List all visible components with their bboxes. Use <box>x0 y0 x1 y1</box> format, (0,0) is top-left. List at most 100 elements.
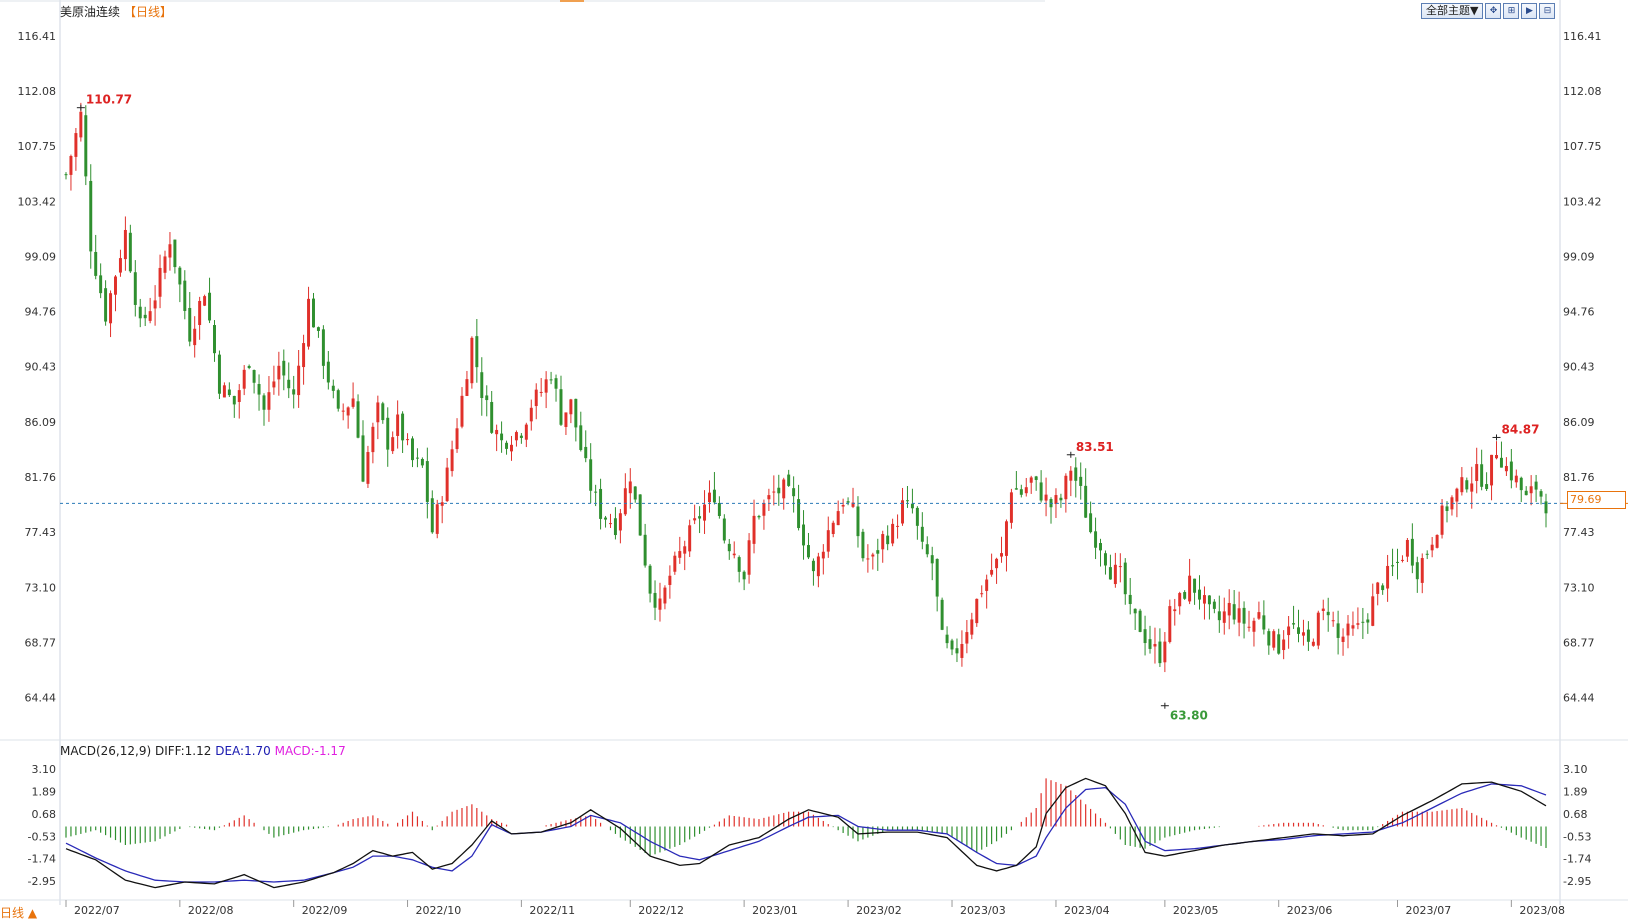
candle-body <box>707 492 711 503</box>
candle-body <box>1425 553 1429 555</box>
candle-body <box>618 513 622 531</box>
candle-body <box>1435 534 1439 548</box>
y-tick-right-11: 68.77 <box>1563 636 1595 649</box>
candle-body <box>1019 489 1023 495</box>
candle-body <box>762 503 766 516</box>
candle-body <box>1321 608 1325 611</box>
theme-dropdown-button[interactable]: 全部主题▼ <box>1421 3 1484 19</box>
candle-body <box>668 575 672 585</box>
candle-body <box>1529 486 1533 494</box>
candle-body <box>1247 626 1251 628</box>
candle-body <box>915 507 919 526</box>
candle-body <box>1193 578 1197 593</box>
candle-body <box>831 522 835 535</box>
candle-body <box>1024 487 1028 494</box>
candle-body <box>183 280 187 311</box>
candle-body <box>559 389 563 425</box>
candle-body <box>242 369 246 389</box>
candle-body <box>277 365 281 380</box>
candle-body <box>1232 604 1236 620</box>
candle-body <box>1514 475 1518 483</box>
candle-body <box>608 523 612 525</box>
candle-body <box>213 325 216 354</box>
candle-body <box>470 337 474 384</box>
candle-body <box>722 518 726 541</box>
candle-body <box>1485 484 1489 490</box>
zoom-out-icon[interactable]: ▶ <box>1521 3 1538 19</box>
candle-body <box>430 498 434 533</box>
candle-body <box>257 384 261 395</box>
candle-body <box>1341 636 1345 642</box>
y-tick-right-12: 64.44 <box>1563 692 1595 705</box>
y-tick-right-6: 90.43 <box>1563 361 1595 374</box>
macd-diff-line <box>65 777 1547 889</box>
candle-body <box>569 399 573 415</box>
candle-body <box>292 389 296 395</box>
candle-body <box>1326 611 1330 616</box>
candle-body <box>1084 485 1088 518</box>
candle-body <box>331 385 335 391</box>
candle-body <box>1450 497 1454 510</box>
candle-body <box>1455 488 1459 502</box>
candle-body <box>846 501 850 503</box>
candle-body <box>703 504 707 521</box>
y-tick-left-5: 94.76 <box>25 306 57 319</box>
candle-body <box>455 428 459 450</box>
candle-body <box>524 424 528 440</box>
candle-body <box>336 390 340 409</box>
candle-body <box>574 398 578 428</box>
candle-body <box>663 587 667 604</box>
candle-body <box>866 558 870 560</box>
x-tick-6: 2023/01 <box>752 904 798 917</box>
y-tick-right-3: 103.42 <box>1563 195 1602 208</box>
candle-body <box>1391 565 1395 567</box>
instrument-name: 美原油连续 <box>60 5 121 19</box>
candle-body <box>450 449 454 472</box>
candle-body <box>1509 461 1513 481</box>
candle-body <box>633 486 637 500</box>
candle-body <box>564 412 568 427</box>
candle-body <box>1252 620 1256 632</box>
candle-body <box>658 598 662 610</box>
candle-body <box>1272 631 1276 648</box>
candle-body <box>411 438 414 461</box>
candle-body <box>252 370 256 383</box>
candle-body <box>104 288 108 322</box>
candle-body <box>856 506 860 537</box>
candle-body <box>480 372 484 399</box>
macd-tick-right-2: 0.68 <box>1563 808 1588 821</box>
candle-body <box>970 619 974 635</box>
candle-body <box>1306 629 1310 642</box>
zoom-in-icon[interactable]: ⊞ <box>1503 3 1520 19</box>
macd-tick-left-4: -1.74 <box>28 853 56 866</box>
candle-body <box>490 401 494 433</box>
candle-body <box>1346 623 1350 636</box>
candle-body <box>237 390 241 402</box>
y-tick-left-6: 90.43 <box>25 361 57 374</box>
x-tick-9: 2023/04 <box>1064 904 1110 917</box>
candle-body <box>1079 476 1083 486</box>
y-tick-left-4: 99.09 <box>25 250 57 263</box>
candle-body <box>475 336 479 368</box>
x-tick-13: 2023/08 <box>1519 904 1565 917</box>
move-icon[interactable]: ✥ <box>1485 3 1502 19</box>
candle-body <box>346 407 350 416</box>
candle-body <box>940 599 944 630</box>
candle-body <box>287 379 291 389</box>
candle-body <box>74 133 78 157</box>
candle-body <box>811 560 815 572</box>
candle-body <box>905 500 909 502</box>
candle-body <box>1430 544 1434 551</box>
candle-body <box>64 174 68 176</box>
candle-body <box>1490 454 1494 486</box>
candle-body <box>282 360 286 376</box>
macd-dea-line <box>65 783 1547 883</box>
candle-body <box>698 516 702 519</box>
period-switch-button[interactable]: 日线 ▲ <box>0 906 38 920</box>
candle-body <box>1297 627 1300 634</box>
candle-body <box>752 515 756 544</box>
candle-body <box>1420 558 1424 583</box>
candle-body <box>381 403 385 421</box>
fit-icon[interactable]: ⊟ <box>1539 3 1556 19</box>
